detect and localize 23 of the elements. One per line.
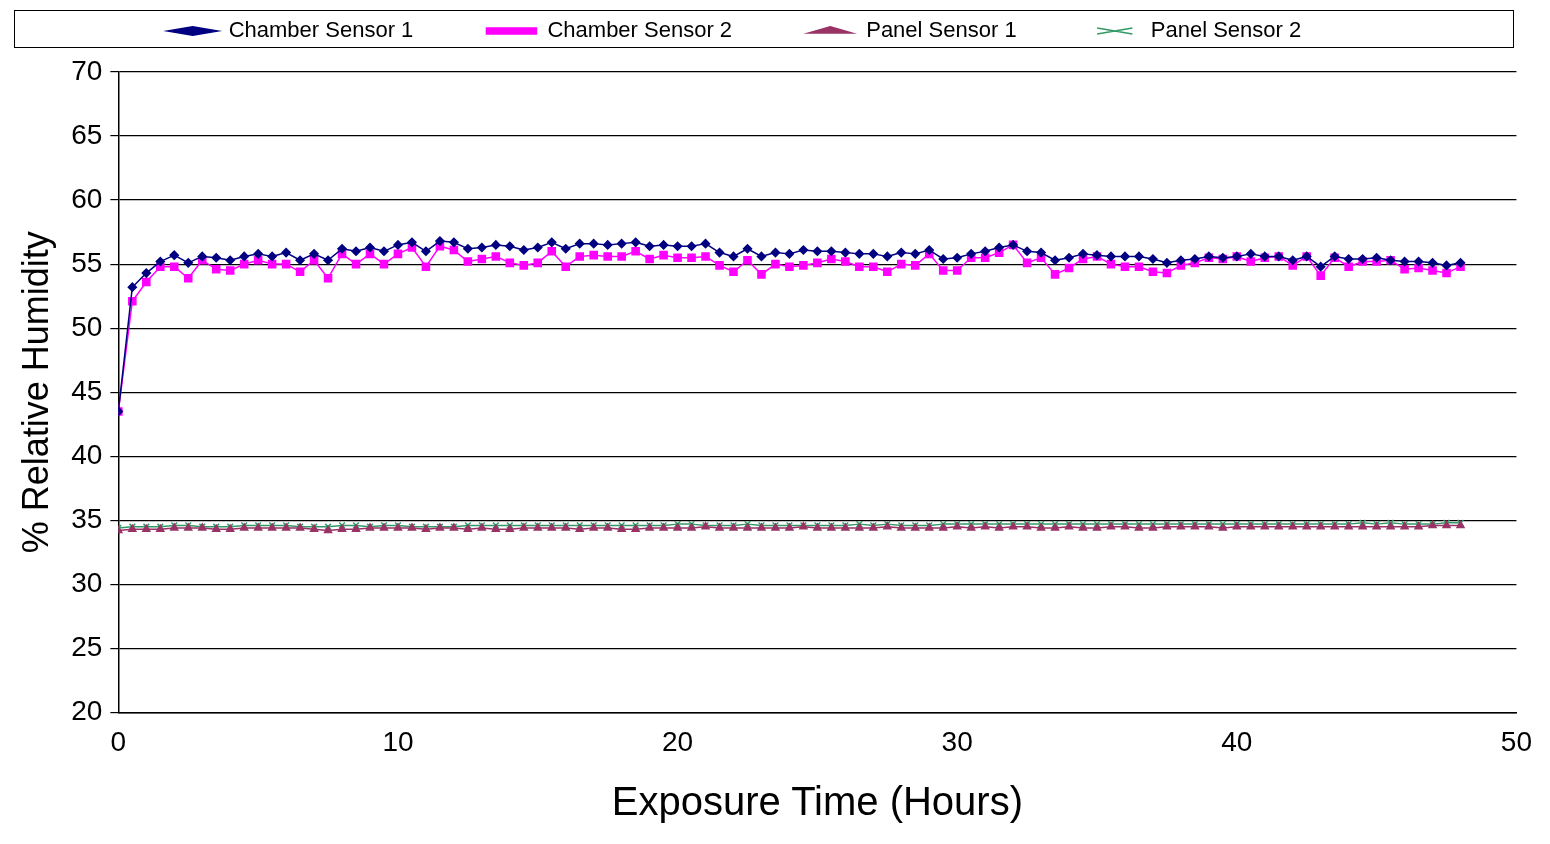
- x-tick-label: 20: [662, 725, 694, 757]
- legend-label: Panel Sensor 1: [866, 17, 1078, 43]
- x-tick-label: 30: [941, 725, 973, 757]
- x-tick-label: 50: [1500, 725, 1533, 757]
- y-tick-label: 60: [71, 182, 103, 214]
- y-tick-label: 30: [71, 567, 103, 599]
- legend-label: Chamber Sensor 2: [547, 17, 794, 43]
- y-axis-title: % Relative Humidity: [14, 231, 56, 554]
- x-tick-label: 40: [1221, 725, 1253, 757]
- y-tick-label: 55: [71, 246, 103, 278]
- legend-label: Chamber Sensor 1: [228, 17, 475, 43]
- y-tick-label: 65: [71, 118, 103, 150]
- legend-label: Panel Sensor 2: [1150, 17, 1363, 43]
- x-tick-label: 10: [382, 725, 414, 757]
- y-tick-label: 40: [71, 438, 103, 470]
- x-axis-title: Exposure Time (Hours): [611, 779, 1023, 824]
- x-tick-label: 0: [110, 725, 127, 757]
- y-tick-label: 70: [71, 54, 103, 86]
- y-tick-label: 45: [71, 374, 103, 406]
- y-tick-label: 35: [71, 503, 103, 534]
- y-tick-label: 25: [71, 631, 103, 663]
- y-tick-label: 20: [71, 695, 103, 727]
- y-tick-label: 50: [71, 310, 103, 342]
